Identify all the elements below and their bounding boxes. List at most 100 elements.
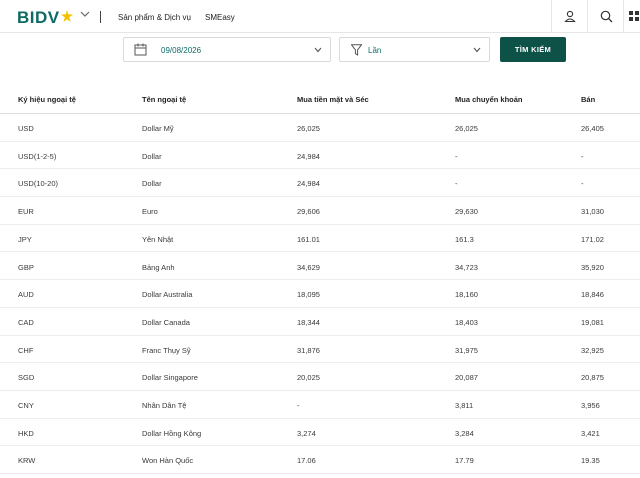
sell-rate: 18,846 xyxy=(581,290,604,300)
date-value: 09/08/2026 xyxy=(161,46,202,55)
search-button-header[interactable] xyxy=(587,0,624,32)
cash-buy-rate: 3,274 xyxy=(297,428,316,438)
cash-buy-rate: 24,984 xyxy=(297,151,320,161)
table-row: HKD Dollar Hồng Kông 3,274 3,284 3,421 xyxy=(0,419,640,447)
currency-name: Franc Thụy Sỹ xyxy=(142,345,191,355)
nav-products-services[interactable]: Sản phẩm & Dịch vụ xyxy=(118,13,191,22)
col-header-code: Ký hiệu ngoại tệ xyxy=(18,95,76,104)
col-header-name: Tên ngoại tệ xyxy=(142,95,187,104)
sell-rate: 19,081 xyxy=(581,317,604,327)
sell-rate: 32,925 xyxy=(581,345,604,355)
transfer-buy-rate: - xyxy=(455,179,458,189)
cash-buy-rate: 31,876 xyxy=(297,345,320,355)
currency-name: Won Hàn Quốc xyxy=(142,456,194,466)
menu-button[interactable] xyxy=(623,0,640,32)
table-row: CHF Franc Thụy Sỹ 31,876 31,975 32,925 xyxy=(0,336,640,364)
unit-value: Lần xyxy=(368,46,382,55)
cash-buy-rate: 20,025 xyxy=(297,373,320,383)
transfer-buy-rate: 18,403 xyxy=(455,317,478,327)
nav-smeasy[interactable]: SMEasy xyxy=(205,13,235,22)
transfer-buy-rate: 29,630 xyxy=(455,207,478,217)
col-header-cash-buy: Mua tiền mặt và Séc xyxy=(297,95,369,104)
cash-buy-rate: 161.01 xyxy=(297,234,320,244)
sell-rate: 3,956 xyxy=(581,401,600,410)
sell-rate: 20,875 xyxy=(581,373,604,383)
user-icon xyxy=(564,10,576,22)
sell-rate: 26,405 xyxy=(581,124,604,133)
sell-rate: - xyxy=(581,179,584,189)
currency-name: Euro xyxy=(142,207,158,217)
currency-code: AUD xyxy=(18,290,34,300)
table-row: JPY Yên Nhật 161.01 161.3 171.02 xyxy=(0,225,640,253)
currency-code: USD(10-20) xyxy=(18,179,59,189)
currency-code: CNY xyxy=(18,401,34,410)
currency-code: HKD xyxy=(18,428,34,438)
transfer-buy-rate: 17.79 xyxy=(455,456,474,466)
calendar-icon xyxy=(134,43,147,56)
table-row: AUD Dollar Australia 18,095 18,160 18,84… xyxy=(0,280,640,308)
sell-rate: 35,920 xyxy=(581,262,604,272)
currency-name: Dollar Canada xyxy=(142,317,190,327)
sell-rate: - xyxy=(581,151,584,161)
cash-buy-rate: 17.06 xyxy=(297,456,316,466)
rates-table-header: Ký hiệu ngoại tệ Tên ngoại tệ Mua tiền m… xyxy=(0,86,640,114)
cash-buy-rate: 24,984 xyxy=(297,179,320,189)
table-row: SGD Dollar Singapore 20,025 20,087 20,87… xyxy=(0,363,640,391)
chevron-down-icon[interactable] xyxy=(80,10,90,18)
transfer-buy-rate: 26,025 xyxy=(455,124,478,133)
bidv-logo[interactable]: BIDV xyxy=(17,8,73,28)
currency-code: GBP xyxy=(18,262,34,272)
currency-code: CAD xyxy=(18,317,34,327)
table-row: GBP Bảng Anh 34,629 34,723 35,920 xyxy=(0,253,640,281)
cash-buy-rate: 18,095 xyxy=(297,290,320,300)
cash-buy-rate: - xyxy=(297,401,300,410)
sell-rate: 3,421 xyxy=(581,428,600,438)
currency-code: SGD xyxy=(18,373,35,383)
currency-code: USD(1-2-5) xyxy=(18,151,57,161)
currency-code: KRW xyxy=(18,456,36,466)
currency-code: EUR xyxy=(18,207,34,217)
transfer-buy-rate: - xyxy=(455,151,458,161)
search-icon xyxy=(600,10,612,22)
col-header-transfer-buy: Mua chuyển khoản xyxy=(455,95,523,104)
col-header-sell: Bán xyxy=(581,95,596,104)
unit-select[interactable]: Lần xyxy=(339,37,490,62)
table-row: CNY Nhân Dân Tệ - 3,811 3,956 xyxy=(0,391,640,419)
currency-name: Dollar xyxy=(142,151,162,161)
sell-rate: 19.35 xyxy=(581,456,600,466)
account-button[interactable] xyxy=(551,0,588,32)
transfer-buy-rate: 161.3 xyxy=(455,234,474,244)
cash-buy-rate: 26,025 xyxy=(297,124,320,133)
logo-text: BIDV xyxy=(17,8,60,27)
filter-icon xyxy=(351,44,362,56)
cash-buy-rate: 34,629 xyxy=(297,262,320,272)
currency-code: CHF xyxy=(18,345,34,355)
table-row: EUR Euro 29,606 29,630 31,030 xyxy=(0,197,640,225)
currency-name: Bảng Anh xyxy=(142,262,175,272)
transfer-buy-rate: 20,087 xyxy=(455,373,478,383)
top-header: BIDV Sản phẩm & Dịch vụ SMEasy xyxy=(0,0,640,33)
sell-rate: 171.02 xyxy=(581,234,604,244)
currency-name: Dollar Australia xyxy=(142,290,193,300)
cash-buy-rate: 29,606 xyxy=(297,207,320,217)
cash-buy-rate: 18,344 xyxy=(297,317,320,327)
date-picker[interactable]: 09/08/2026 xyxy=(123,37,331,62)
grid-icon xyxy=(629,11,639,21)
transfer-buy-rate: 34,723 xyxy=(455,262,478,272)
transfer-buy-rate: 3,284 xyxy=(455,428,474,438)
table-row: CAD Dollar Canada 18,344 18,403 19,081 xyxy=(0,308,640,336)
currency-name: Dollar Mỹ xyxy=(142,124,174,133)
chevron-down-icon xyxy=(473,47,481,53)
sell-rate: 31,030 xyxy=(581,207,604,217)
header-divider xyxy=(100,11,101,23)
currency-name: Dollar xyxy=(142,179,162,189)
table-row: USD Dollar Mỹ 26,025 26,025 26,405 xyxy=(0,114,640,142)
currency-name: Dollar Singapore xyxy=(142,373,198,383)
currency-name: Nhân Dân Tệ xyxy=(142,401,187,410)
transfer-buy-rate: 18,160 xyxy=(455,290,478,300)
table-row: USD(10-20) Dollar 24,984 - - xyxy=(0,169,640,198)
table-row: USD(1-2-5) Dollar 24,984 - - xyxy=(0,142,640,170)
transfer-buy-rate: 3,811 xyxy=(455,401,474,410)
currency-code: JPY xyxy=(18,234,32,244)
search-submit-button[interactable]: TÌM KIẾM xyxy=(500,37,566,62)
